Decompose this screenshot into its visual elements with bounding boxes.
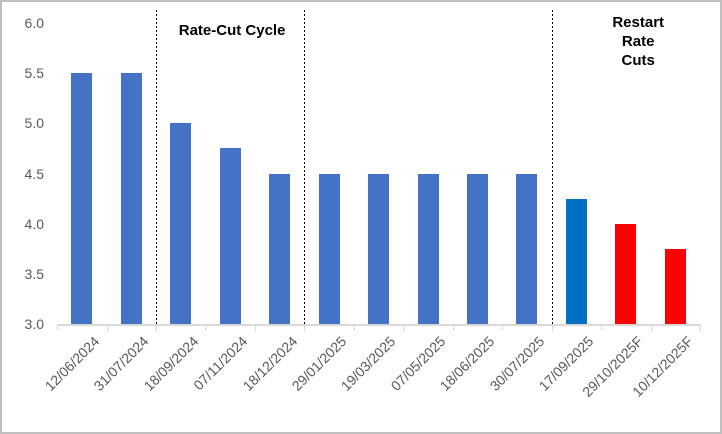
x-axis-line — [57, 324, 701, 326]
y-axis-label: 4.0 — [24, 215, 44, 232]
y-axis-label: 5.5 — [24, 65, 44, 82]
bar — [120, 73, 142, 324]
x-axis-tick — [452, 324, 454, 331]
bar — [368, 173, 389, 324]
bar — [269, 173, 291, 324]
y-axis-label: 5.0 — [24, 115, 44, 132]
x-axis-tick — [155, 324, 157, 331]
x-axis-tick — [205, 324, 207, 331]
bar — [417, 173, 439, 324]
bar — [71, 73, 93, 324]
bar — [664, 248, 686, 325]
x-axis-tick — [254, 324, 256, 331]
x-axis-tick — [353, 324, 355, 331]
bar — [565, 198, 587, 324]
x-axis-tick — [700, 324, 701, 331]
x-axis-tick — [551, 324, 553, 331]
x-axis-tick — [403, 324, 405, 331]
annotation-restart-rate-cuts: Restart Rate Cuts — [612, 14, 665, 69]
x-axis-tick — [502, 324, 504, 331]
y-axis-label: 6.0 — [24, 15, 44, 31]
x-axis-tick — [601, 324, 603, 331]
x-axis-tick — [106, 324, 108, 331]
bar — [170, 123, 192, 324]
x-axis-tick — [304, 324, 306, 331]
y-axis-label: 3.0 — [24, 316, 44, 332]
bar — [516, 173, 538, 324]
x-axis-tick — [57, 324, 58, 331]
bar — [615, 223, 637, 324]
separator-line — [304, 10, 306, 324]
bar — [318, 173, 340, 324]
bar — [219, 148, 241, 324]
x-axis-tick — [650, 324, 652, 331]
annotation-rate-cut-cycle: Rate-Cut Cycle — [178, 22, 286, 39]
separator-line — [551, 10, 553, 324]
y-axis-label: 4.5 — [24, 165, 44, 182]
y-axis-label: 3.5 — [24, 265, 44, 282]
bar — [466, 173, 488, 324]
separator-line — [155, 10, 157, 324]
